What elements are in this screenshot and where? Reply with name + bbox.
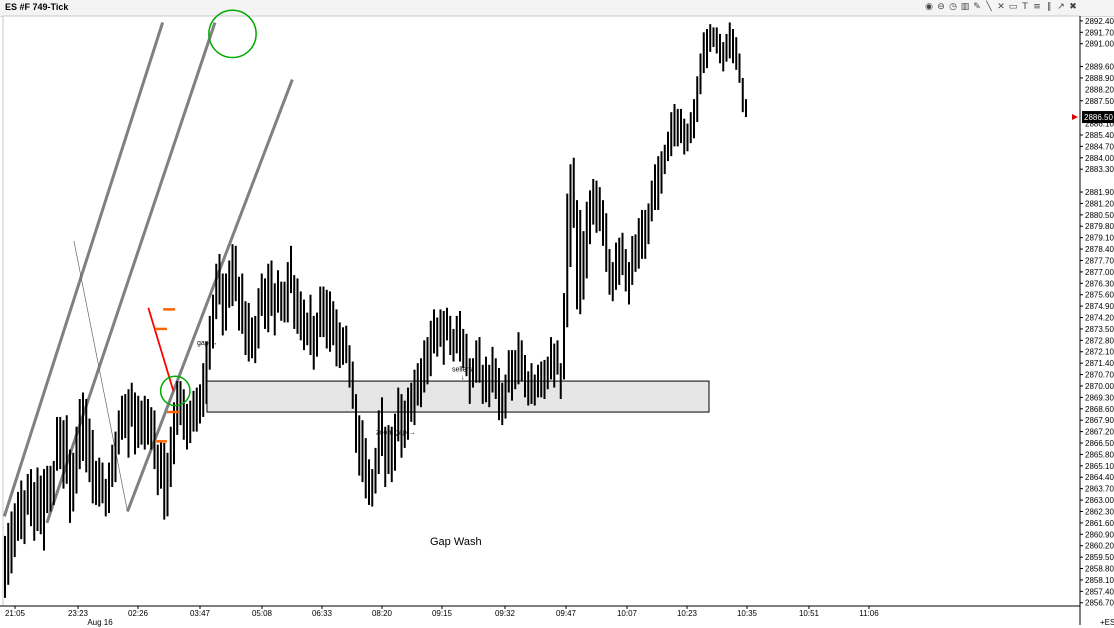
x-tick-label: 02:26 [128, 609, 149, 618]
x-tick-label: 03:47 [190, 609, 211, 618]
gap-zone [206, 380, 710, 413]
y-tick-label: 2856.70 [1085, 599, 1114, 608]
x-tick-label: 11:06 [859, 609, 879, 618]
y-tick-label: 2888.90 [1085, 74, 1114, 83]
pencil-icon[interactable]: ✎ [973, 2, 981, 12]
y-tick-label: 2876.30 [1085, 279, 1114, 288]
y-tick-label: 2857.40 [1085, 587, 1114, 596]
y-tick-label: 2878.40 [1085, 245, 1114, 254]
y-tick-label: 2874.20 [1085, 314, 1114, 323]
y-tick-label: 2866.50 [1085, 439, 1114, 448]
x-tick-label: 23:23 [68, 609, 89, 618]
fibonacci-icon[interactable]: ≡ [1033, 2, 1041, 12]
y-tick-label: 2879.80 [1085, 222, 1114, 231]
instrument-corner-label: +ES [1100, 618, 1114, 627]
text-icon[interactable]: T [1022, 2, 1028, 12]
plot-area [2, 15, 1081, 607]
y-tick-label: 2861.60 [1085, 519, 1114, 528]
x-tick-label: 06:33 [312, 609, 333, 618]
chart-title: ES #F 749-Tick [5, 2, 69, 12]
channel-icon[interactable]: ∥ [1046, 2, 1052, 12]
x-tick-label: 09:32 [495, 609, 516, 618]
y-tick-label: 2859.50 [1085, 553, 1114, 562]
y-tick-label: 2863.70 [1085, 485, 1114, 494]
current-price-badge [1082, 111, 1114, 124]
delete-icon[interactable]: ✖ [1069, 2, 1077, 12]
x-icon[interactable]: ✕ [997, 2, 1005, 12]
y-tick-label: 2868.60 [1085, 405, 1114, 414]
y-tick-label: 2860.90 [1085, 530, 1114, 539]
y-tick-label: 2886.10 [1085, 120, 1114, 129]
y-tick-label: 2880.50 [1085, 211, 1114, 220]
x-tick-label: 10:23 [677, 609, 698, 618]
x-tick-label: 09:15 [432, 609, 453, 618]
x-tick-label: 10:51 [799, 609, 820, 618]
y-tick-label: 2885.40 [1085, 131, 1114, 140]
zoom-icon[interactable]: ⊖ [937, 2, 945, 12]
y-tick-label: 2860.20 [1085, 542, 1114, 551]
y-tick-label: 2870.00 [1085, 382, 1114, 391]
y-tick-label: 2892.40 [1085, 17, 1114, 26]
y-tick-label: 2877.70 [1085, 256, 1114, 265]
y-tick-label: 2881.20 [1085, 199, 1114, 208]
y-tick-label: 2888.20 [1085, 85, 1114, 94]
y-tick-label: 2891.00 [1085, 40, 1114, 49]
y-tick-label: 2891.70 [1085, 28, 1114, 37]
y-tick-label: 2872.10 [1085, 348, 1114, 357]
highlight-circle [208, 9, 257, 59]
y-tick-label: 2862.30 [1085, 507, 1114, 516]
x-tick-label: 05:08 [252, 609, 273, 618]
clock-icon[interactable]: ◷ [949, 2, 957, 12]
channel-line-1 [45, 22, 217, 524]
x-date-label: Aug 16 [87, 618, 113, 627]
y-tick-label: 2872.80 [1085, 336, 1114, 345]
annotation-zoom-gap: zoom gap → [376, 430, 416, 437]
y-tick-label: 2869.30 [1085, 393, 1114, 402]
y-tick-label: 2877.00 [1085, 268, 1114, 277]
y-tick-label: 2889.60 [1085, 63, 1114, 72]
x-tick-label: 21:05 [5, 609, 26, 618]
y-tick-label: 2867.20 [1085, 428, 1114, 437]
y-tick-label: 2884.70 [1085, 142, 1114, 151]
y-tick-label: 2884.00 [1085, 154, 1114, 163]
x-tick-label: 08:20 [372, 609, 393, 618]
y-tick-label: 2867.90 [1085, 416, 1114, 425]
x-tick-label: 09:47 [556, 609, 577, 618]
y-tick-label: 2864.40 [1085, 473, 1114, 482]
down-arrow-icon: ↓ [461, 374, 465, 381]
y-tick-label: 2873.50 [1085, 325, 1114, 334]
line-icon[interactable]: ╲ [986, 2, 992, 12]
y-tick-label: 2871.40 [1085, 359, 1114, 368]
y-tick-label: 2879.10 [1085, 234, 1114, 243]
current-price-arrow-icon [1072, 114, 1078, 121]
y-tick-label: 2887.50 [1085, 97, 1114, 106]
annotation-gap-wash: Gap Wash [430, 536, 482, 548]
toolbar: ◉ ⊖ ◷ ▥ ✎ ╲ ✕ ▭ T ≡ ∥ ↗ ✖ [924, 2, 1078, 14]
annotation-gap: gap → [197, 340, 218, 347]
y-tick-label: 2858.10 [1085, 576, 1114, 585]
current-price-label: 2886.50 [1084, 113, 1113, 122]
y-tick-label: 2883.30 [1085, 165, 1114, 174]
annotation-sellers: sellers [452, 366, 473, 373]
x-tick-label: 10:07 [617, 609, 638, 618]
channel-line-0 [2, 22, 165, 517]
y-tick-label: 2870.70 [1085, 371, 1114, 380]
y-tick-label: 2858.80 [1085, 565, 1114, 574]
y-tick-label: 2865.10 [1085, 462, 1114, 471]
arrow-icon[interactable]: ↗ [1057, 2, 1065, 12]
rectangle-icon[interactable]: ▭ [1008, 2, 1018, 12]
y-tick-label: 2865.80 [1085, 450, 1114, 459]
crosshair-icon[interactable]: ◉ [925, 2, 933, 12]
chart-icon[interactable]: ▥ [960, 2, 970, 12]
y-tick-label: 2875.60 [1085, 291, 1114, 300]
highlight-circle [159, 375, 191, 407]
y-tick-label: 2881.90 [1085, 188, 1114, 197]
y-tick-label: 2863.00 [1085, 496, 1114, 505]
swing-line-0 [73, 240, 128, 512]
x-tick-label: 10:35 [737, 609, 758, 618]
y-tick-label: 2874.90 [1085, 302, 1114, 311]
